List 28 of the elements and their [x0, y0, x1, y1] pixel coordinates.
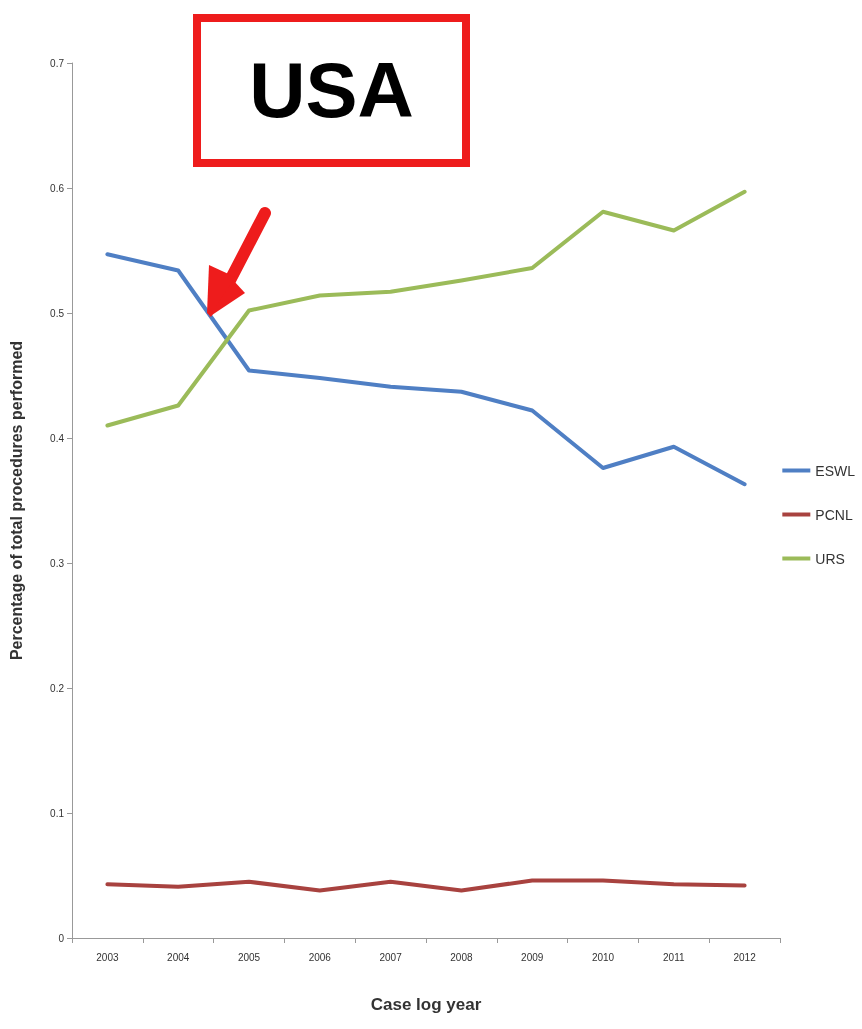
y-tick-label: 0.2 [50, 682, 65, 694]
x-tick-label: 2011 [663, 951, 685, 963]
annotation: USA [249, 45, 414, 136]
line-series [105, 252, 747, 487]
x-tick-label: 2012 [733, 951, 757, 963]
y-tick-label: 0.6 [50, 182, 65, 194]
y-tick-label: 0.3 [50, 557, 65, 569]
y-tick-label: 0.1 [50, 807, 65, 819]
y-tick-label: 0.5 [50, 307, 65, 319]
x-tick-label: 2006 [308, 951, 332, 963]
y-axis-title: Percentage of total procedures performed [7, 340, 25, 661]
x-tick-label: 2010 [591, 951, 615, 963]
y-tick-label: 0.7 [50, 57, 65, 69]
y-tick-label: 0.4 [50, 432, 65, 444]
x-axis-title: Case log year [370, 995, 482, 1014]
x-tick-label: 2008 [450, 951, 473, 963]
y-tick-label: 0 [58, 932, 65, 944]
legend-label: PCNL [815, 506, 853, 523]
x-tick-label: 2004 [167, 951, 190, 963]
line-series [105, 189, 747, 428]
legend-label: URS [815, 550, 845, 567]
legend-label: ESWL [815, 462, 856, 479]
x-tick-label: 2003 [96, 951, 119, 963]
outlined-box: USA [193, 14, 470, 167]
x-tick-label: 2009 [521, 951, 544, 963]
line-series [105, 878, 747, 893]
x-tick-label: 2005 [237, 951, 261, 963]
x-tick-label: 2007 [379, 951, 403, 963]
